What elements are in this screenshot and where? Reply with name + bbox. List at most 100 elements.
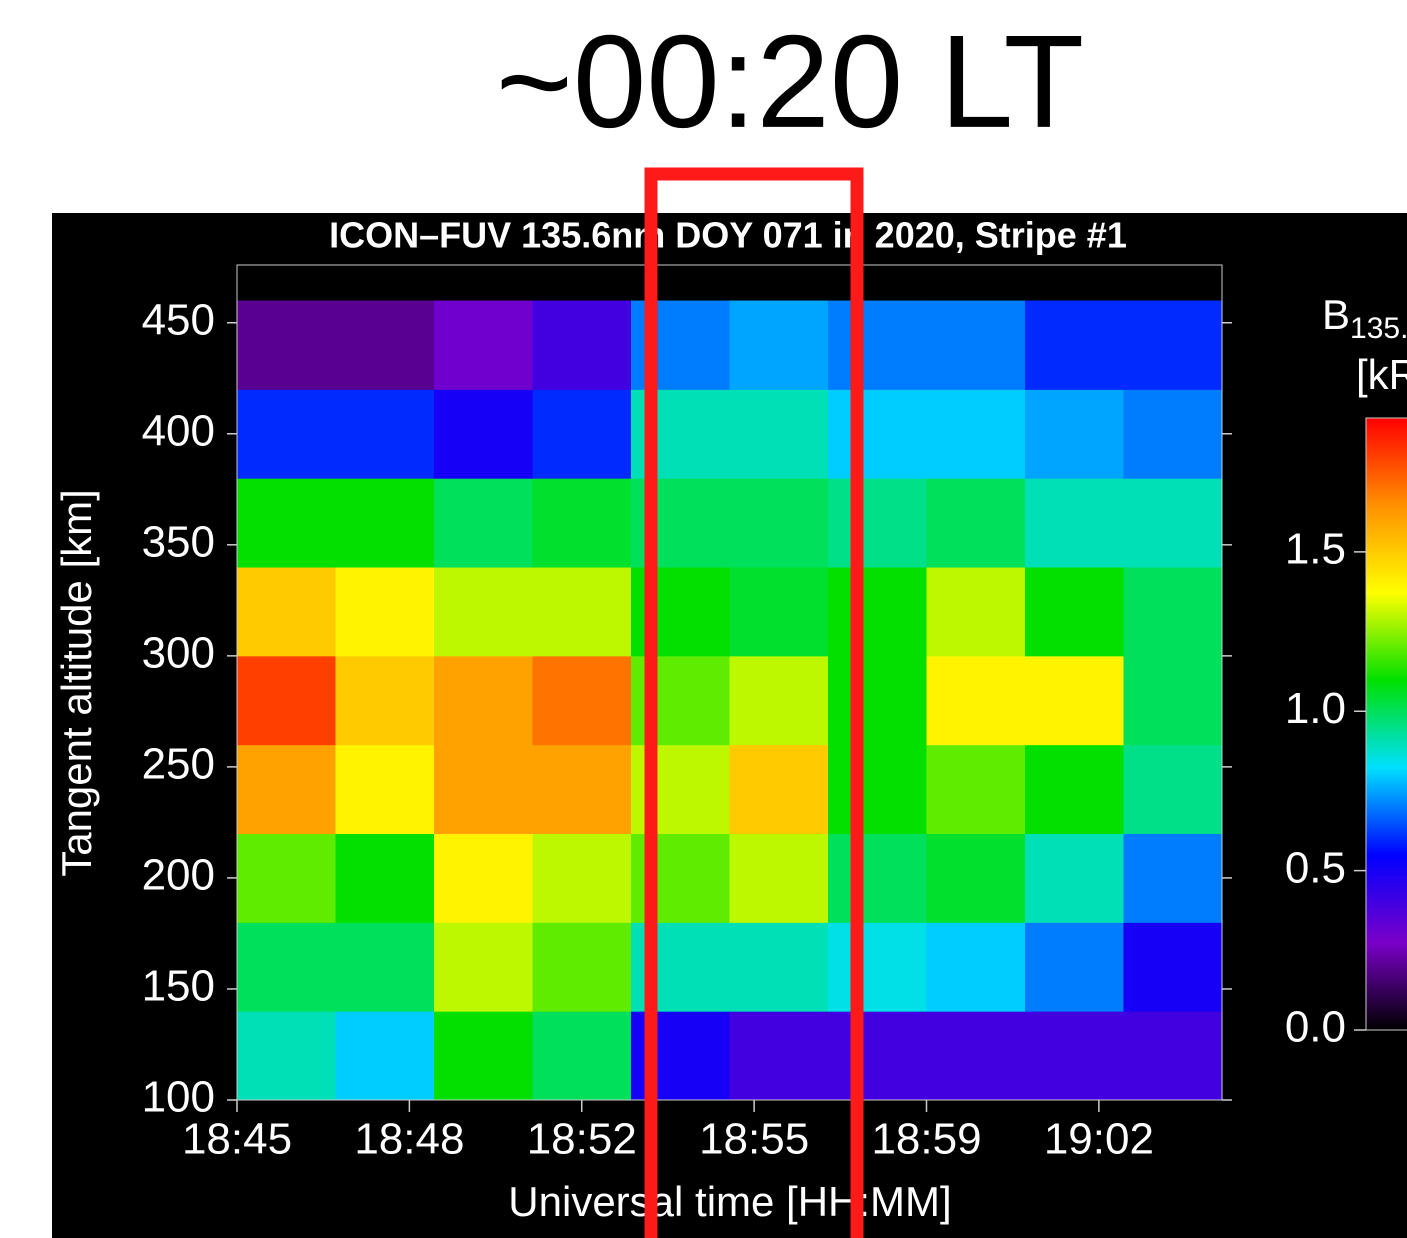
heatmap-cell	[434, 567, 533, 657]
x-tick-label: 18:55	[699, 1115, 809, 1164]
heatmap-cell	[532, 655, 632, 746]
heatmap-cell	[237, 655, 336, 746]
heatmap-cell	[434, 833, 533, 923]
colorbar-unit: [kR]	[1356, 351, 1407, 398]
annotation: ~00:20 LT	[496, 8, 1084, 155]
heatmap-cell	[729, 567, 829, 657]
heatmap-cell	[335, 478, 435, 568]
colorbar	[1365, 417, 1407, 1031]
heatmap-cell	[926, 655, 1026, 746]
heatmap-cell	[434, 300, 533, 390]
y-axis-label: Tangent altitude [km]	[53, 489, 100, 877]
heatmap-cell	[729, 300, 829, 390]
heatmap-cell	[1123, 567, 1223, 657]
heatmap-cell	[828, 744, 927, 835]
y-tick-label: 100	[142, 1073, 215, 1122]
heatmap-cell	[1025, 1011, 1124, 1101]
heatmap-cell	[434, 655, 533, 746]
heatmap-cell	[729, 744, 829, 835]
heatmap-cell	[1025, 744, 1124, 835]
heatmap-cell	[434, 744, 533, 835]
y-tick-label: 300	[142, 628, 215, 677]
heatmap-cell	[828, 655, 927, 746]
colorbar-label: B135.6	[1322, 291, 1407, 345]
heatmap-cell	[532, 478, 632, 568]
heatmap-cell	[335, 922, 435, 1012]
heatmap-cell	[1025, 833, 1124, 923]
colorbar-label-main: B	[1322, 291, 1350, 338]
x-tick-label: 18:48	[354, 1115, 464, 1164]
heatmap-cell	[1123, 300, 1223, 390]
y-tick-label: 350	[142, 517, 215, 566]
heatmap-cell	[1025, 300, 1124, 390]
heatmap-cell	[237, 744, 336, 835]
heatmap-cell	[335, 389, 435, 479]
heatmap-cell	[926, 1011, 1026, 1101]
chart-title: ICON–FUV 135.6nm DOY 071 in 2020, Stripe…	[329, 215, 1127, 256]
heatmap-cell	[237, 833, 336, 923]
x-tick-label: 18:45	[182, 1115, 292, 1164]
heatmap-cell	[1123, 478, 1223, 568]
heatmap-cell	[828, 567, 927, 657]
highlight-box	[644, 167, 864, 1238]
heatmap-cell	[1025, 655, 1124, 746]
x-tick-label: 18:52	[527, 1115, 637, 1164]
heatmap-cell	[434, 1011, 533, 1101]
heatmap-cell	[1123, 744, 1223, 835]
heatmap-cell	[532, 567, 632, 657]
y-tick-label: 250	[142, 740, 215, 789]
heatmap-cell	[1123, 1011, 1223, 1101]
heatmap-cell	[729, 1011, 829, 1101]
y-tick-label: 150	[142, 962, 215, 1011]
heatmap-cell	[729, 389, 829, 479]
heatmap-cell	[1025, 567, 1124, 657]
x-axis-label: Universal time [HH:MM]	[508, 1178, 951, 1225]
heatmap-cell	[729, 478, 829, 568]
heatmap-cell	[1123, 833, 1223, 923]
colorbar-tick-label: 0.0	[1285, 1003, 1346, 1052]
heatmap-cell	[532, 389, 632, 479]
heatmap-cell	[828, 300, 927, 390]
heatmap-cell	[1025, 389, 1124, 479]
heatmap-cell	[926, 389, 1026, 479]
heatmap-cell	[729, 655, 829, 746]
heatmap-cell	[434, 922, 533, 1012]
x-tick-label: 19:02	[1044, 1115, 1154, 1164]
heatmap-cell	[237, 478, 336, 568]
heatmap-cell	[729, 922, 829, 1012]
heatmap-cell	[335, 300, 435, 390]
heatmap-cell	[926, 478, 1026, 568]
heatmap-cell	[434, 478, 533, 568]
heatmap-cell	[729, 833, 829, 923]
heatmap-cell	[926, 744, 1026, 835]
heatmap-cell	[828, 389, 927, 479]
heatmap-cell	[335, 567, 435, 657]
heatmap-cell	[1123, 389, 1223, 479]
heatmap-cell	[926, 922, 1026, 1012]
heatmap-cell	[335, 833, 435, 923]
heatmap-cell	[237, 567, 336, 657]
heatmap-cell	[828, 833, 927, 923]
heatmap-cell	[532, 833, 632, 923]
heatmap-cell	[828, 1011, 927, 1101]
heatmap-cell	[335, 655, 435, 746]
heatmap-cell	[335, 1011, 435, 1101]
heatmap-cell	[1025, 478, 1124, 568]
heatmap-cell	[237, 1011, 336, 1101]
heatmap-cell	[926, 567, 1026, 657]
heatmap-cell	[335, 744, 435, 835]
heatmap-cell	[434, 389, 533, 479]
colorbar-label-sub: 135.6	[1350, 312, 1407, 345]
heatmap-cell	[926, 300, 1026, 390]
plot-area: 100 150 200 250 300 350 400 450 18:45 18:48 18:52 1…	[142, 264, 1407, 1164]
heatmap-cell	[237, 389, 336, 479]
colorbar-tick-label: 1.5	[1285, 525, 1346, 574]
heatmap-cell	[237, 300, 336, 390]
colorbar-tick-label: 0.5	[1285, 843, 1346, 892]
y-tick-label: 450	[142, 295, 215, 344]
heatmap-cell	[1123, 922, 1223, 1012]
heatmap-cell	[532, 300, 632, 390]
heatmap-cell	[532, 744, 632, 835]
